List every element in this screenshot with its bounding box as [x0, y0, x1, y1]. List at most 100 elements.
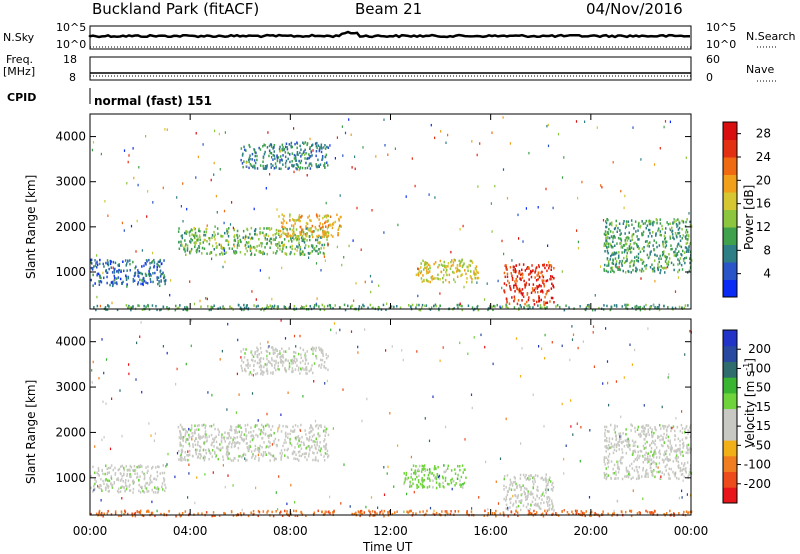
- echo-cell: [131, 512, 133, 515]
- echo-cell: [241, 437, 243, 441]
- echo-cell: [514, 488, 516, 492]
- echo-cell: [151, 304, 154, 307]
- echo-cell: [630, 423, 632, 426]
- echo-cell: [589, 429, 591, 432]
- echo-cell: [476, 153, 478, 157]
- echo-cell: [645, 446, 647, 449]
- echo-cell: [119, 490, 122, 493]
- echo-cell: [142, 514, 145, 518]
- echo-cell: [608, 440, 611, 443]
- echo-cell: [219, 306, 221, 309]
- echo-cell: [681, 427, 684, 430]
- echo-cell: [326, 304, 329, 308]
- echo-cell: [267, 423, 269, 426]
- echo-cell: [632, 444, 635, 447]
- echo-cell: [535, 504, 537, 507]
- echo-cell: [545, 487, 548, 490]
- echo-cell: [627, 469, 629, 473]
- echo-cell: [647, 242, 650, 245]
- echo-cell: [512, 504, 514, 507]
- echo-cell: [668, 424, 670, 427]
- echo-cell: [281, 250, 283, 253]
- echo-cell: [262, 164, 264, 168]
- echo-cell: [435, 477, 438, 481]
- echo-cell: [230, 510, 233, 513]
- echo-cell: [674, 232, 677, 235]
- echo-cell: [688, 212, 690, 215]
- echo-cell: [222, 464, 224, 467]
- echo-cell: [228, 434, 230, 437]
- echo-cell: [142, 280, 144, 284]
- echo-cell: [523, 490, 525, 493]
- echo-cell: [205, 424, 207, 427]
- echo-cell: [117, 271, 120, 274]
- echo-cell: [124, 509, 126, 513]
- echo-cell: [369, 274, 372, 278]
- echo-cell: [533, 478, 536, 481]
- echo-cell: [627, 440, 629, 443]
- echo-cell: [658, 260, 660, 264]
- echo-cell: [686, 444, 688, 447]
- echo-cell: [605, 269, 608, 273]
- echo-cell: [96, 304, 99, 308]
- echo-cell: [186, 430, 189, 434]
- echo-cell: [545, 187, 547, 191]
- echo-cell: [446, 269, 448, 272]
- echo-cell: [324, 259, 326, 262]
- echo-cell: [254, 457, 256, 460]
- echo-cell: [446, 273, 448, 277]
- echo-cell: [156, 278, 159, 281]
- echo-cell: [577, 346, 579, 350]
- echo-cell: [228, 247, 231, 250]
- echo-cell: [423, 478, 425, 482]
- echo-cell: [457, 510, 460, 513]
- echo-cell: [310, 164, 313, 167]
- colorbar-segment: [723, 471, 737, 488]
- echo-cell: [279, 145, 281, 149]
- echo-cell: [545, 473, 547, 476]
- echo-cell: [261, 446, 263, 449]
- echo-cell: [531, 264, 533, 267]
- echo-cell: [646, 456, 649, 459]
- echo-cell: [298, 159, 300, 163]
- echo-cell: [674, 474, 676, 478]
- echo-cell: [551, 282, 553, 286]
- echo-cell: [495, 480, 497, 483]
- echo-cell: [162, 464, 164, 467]
- echo-cell: [287, 151, 289, 155]
- nave-label: Nave: [746, 63, 775, 76]
- echo-cell: [607, 264, 610, 267]
- echo-cell: [247, 514, 250, 518]
- echo-cell: [685, 425, 688, 428]
- echo-cell: [290, 146, 293, 149]
- echo-cell: [317, 158, 319, 162]
- echo-cell: [197, 155, 199, 159]
- echo-cell: [268, 149, 271, 152]
- echo-cell: [204, 426, 206, 430]
- echo-cell: [121, 497, 123, 500]
- echo-cell: [197, 512, 199, 515]
- echo-cell: [325, 225, 327, 228]
- echo-cell: [203, 455, 206, 458]
- echo-cell: [679, 239, 682, 242]
- echo-cell: [547, 144, 550, 148]
- echo-cell: [668, 257, 671, 260]
- echo-cell: [199, 235, 201, 239]
- echo-cell: [298, 241, 300, 244]
- echo-cell: [92, 141, 95, 144]
- echo-cell: [260, 431, 262, 434]
- echo-cell: [505, 417, 507, 421]
- echo-cell: [667, 435, 670, 439]
- echo-cell: [519, 289, 521, 292]
- echo-cell: [263, 365, 265, 369]
- echo-cell: [552, 206, 554, 210]
- echo-cells: [90, 116, 693, 312]
- echo-cell: [304, 355, 307, 358]
- echo-cell: [501, 239, 503, 243]
- echo-cell: [383, 466, 385, 469]
- echo-cell: [505, 486, 507, 489]
- echo-cell: [109, 466, 112, 470]
- echo-cell: [253, 207, 255, 211]
- echo-cell: [260, 428, 262, 432]
- echo-cell: [665, 262, 668, 265]
